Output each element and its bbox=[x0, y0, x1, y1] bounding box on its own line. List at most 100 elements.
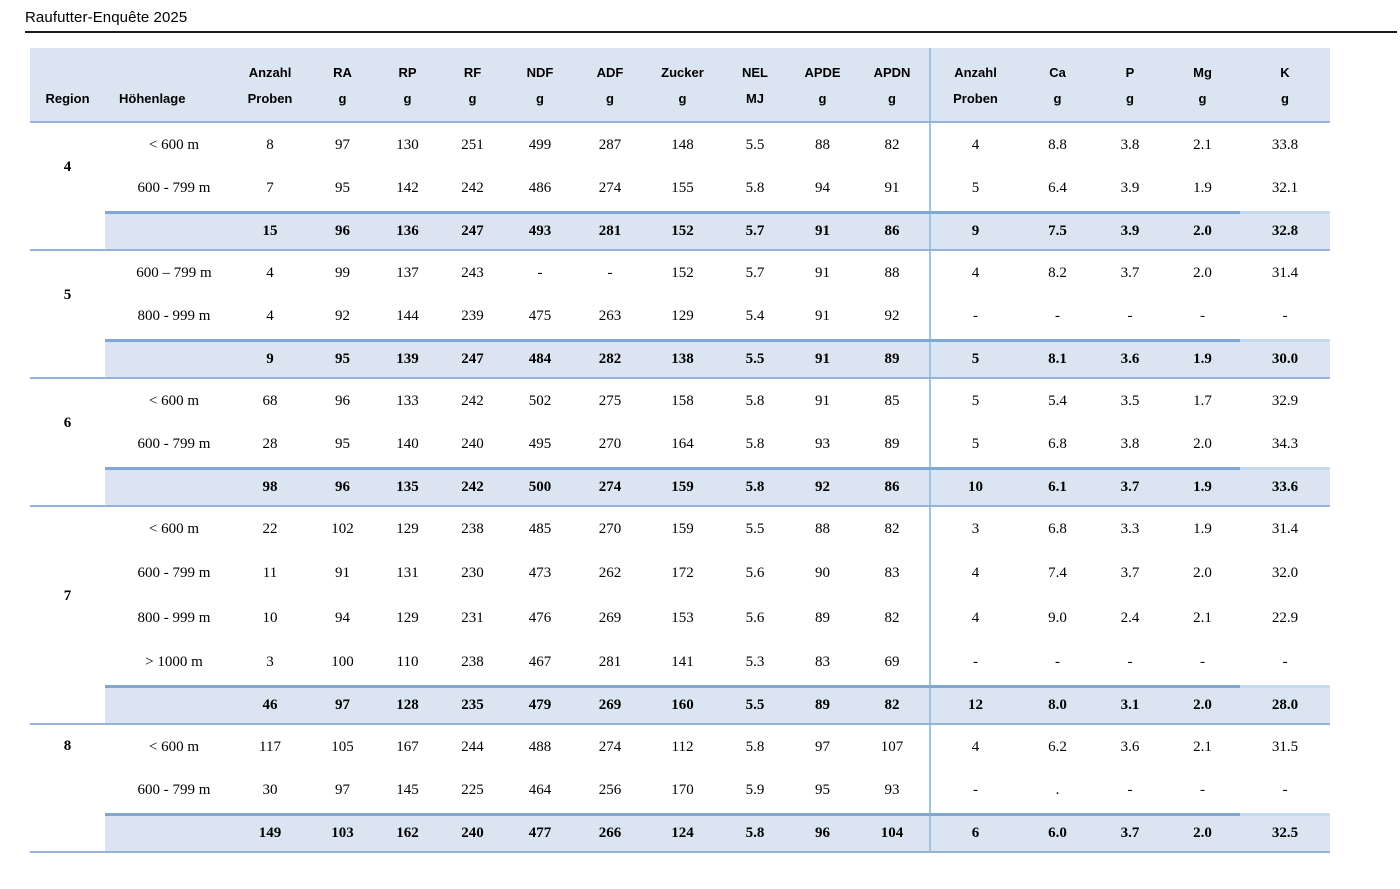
total-value-cell: 28.0 bbox=[1240, 684, 1330, 725]
value-cell: 129 bbox=[396, 520, 419, 537]
value-cell: 82 bbox=[884, 520, 900, 537]
header-line-1: ADF bbox=[596, 65, 624, 80]
value-cell: 89 bbox=[884, 436, 900, 453]
header-line-2: g bbox=[536, 91, 544, 106]
value-cell: 117 bbox=[259, 738, 281, 755]
hoehenlage-cell: > 1000 m bbox=[145, 654, 203, 671]
value-cell: 133 bbox=[396, 392, 419, 409]
hoehenlage-cell: 600 - 799 m bbox=[137, 180, 211, 197]
total-value-cell: 500 bbox=[505, 466, 575, 507]
value-cell: 5.3 bbox=[745, 654, 765, 671]
total-value-cell: 493 bbox=[505, 210, 575, 251]
value-cell: - bbox=[1200, 782, 1205, 799]
value-cell: 485 bbox=[528, 520, 552, 537]
value-cell: - bbox=[1055, 308, 1060, 325]
value-cell: - bbox=[929, 641, 1020, 686]
header-line-2: g bbox=[888, 91, 896, 106]
header-line-1: Zucker bbox=[661, 65, 704, 80]
column-header-anzahl-2: Anzahl Proben bbox=[929, 48, 1020, 123]
total-row-region-6: 98 96 135 242 500 274 159 5.8 92 86 10 6.1 3.7 1.9 33.… bbox=[30, 466, 1330, 507]
table-row-region-6: 6 < 600 m 68 96 133 242 502 275 158 5.8 91 85 5 5.4 3.… bbox=[30, 378, 1330, 431]
value-cell: 262 bbox=[598, 565, 622, 581]
table-row-region-4: 600 - 799 m 7 95 142 242 486 274 155 5.8 94 91 5 6.4… bbox=[30, 167, 1330, 212]
value-cell: 164 bbox=[671, 436, 694, 453]
value-cell: 5.8 bbox=[745, 436, 765, 453]
value-cell: 131 bbox=[396, 565, 419, 581]
total-value-cell: 149 bbox=[230, 812, 310, 853]
value-cell: 152 bbox=[671, 264, 694, 281]
total-value-cell: 3.6 bbox=[1095, 338, 1165, 379]
value-cell: 270 bbox=[598, 436, 622, 453]
value-cell: 32.1 bbox=[1271, 180, 1299, 197]
value-cell: 486 bbox=[528, 180, 552, 197]
total-value-cell: 159 bbox=[645, 466, 720, 507]
value-cell: - bbox=[537, 264, 543, 281]
value-cell: 274 bbox=[598, 180, 622, 197]
header-line-1: P bbox=[1125, 65, 1135, 80]
hoehenlage-cell: < 600 m bbox=[148, 392, 200, 409]
value-cell: 4 bbox=[929, 122, 1020, 167]
value-cell: 9.0 bbox=[1048, 610, 1067, 626]
total-value-cell: 8.1 bbox=[1020, 338, 1095, 379]
column-header-ndf: NDF g bbox=[505, 48, 575, 123]
value-cell: - bbox=[929, 769, 1020, 814]
value-cell: - bbox=[929, 295, 1020, 340]
value-cell: 256 bbox=[598, 782, 622, 799]
value-cell: 88 bbox=[815, 136, 830, 153]
value-cell: 239 bbox=[461, 308, 484, 325]
value-cell: 2.1 bbox=[1193, 610, 1212, 626]
total-value-cell: 12 bbox=[929, 684, 1020, 725]
total-value-cell: 8.0 bbox=[1020, 684, 1095, 725]
value-cell: 5.8 bbox=[745, 180, 765, 197]
table-row-region-7: 600 - 799 m 11 91 131 230 473 262 172 5.6 90 83 4 7.… bbox=[30, 551, 1330, 596]
hoehenlage-cell: 600 - 799 m bbox=[137, 782, 211, 799]
total-value-cell: 2.0 bbox=[1165, 812, 1240, 853]
total-value-cell: 91 bbox=[790, 210, 855, 251]
value-cell: 92 bbox=[335, 308, 350, 325]
header-line-1: Anzahl bbox=[954, 65, 997, 80]
value-cell: 3.7 bbox=[1120, 565, 1140, 581]
value-cell: 4 bbox=[266, 264, 274, 281]
total-value-cell: 5.8 bbox=[720, 466, 790, 507]
value-cell: 105 bbox=[331, 738, 354, 755]
total-value-cell: 128 bbox=[375, 684, 440, 725]
value-cell: 94 bbox=[815, 180, 830, 197]
value-cell: 243 bbox=[461, 264, 484, 281]
value-cell: - bbox=[1127, 782, 1133, 799]
header-line-2: Proben bbox=[247, 91, 293, 106]
total-value-cell: 92 bbox=[790, 466, 855, 507]
hoehenlage-spacer bbox=[105, 466, 230, 507]
value-cell: 3.6 bbox=[1120, 738, 1140, 755]
total-value-cell: 479 bbox=[505, 684, 575, 725]
region-spacer bbox=[30, 468, 105, 507]
total-value-cell: 9 bbox=[929, 210, 1020, 251]
total-value-cell: 124 bbox=[645, 812, 720, 853]
header-line-2: g bbox=[338, 91, 347, 106]
total-value-cell: 86 bbox=[855, 210, 930, 251]
total-value-cell: 96 bbox=[310, 210, 375, 251]
value-cell: 94 bbox=[335, 610, 350, 626]
value-cell: 130 bbox=[396, 136, 419, 153]
value-cell: 91 bbox=[815, 308, 830, 325]
value-cell: 225 bbox=[461, 782, 484, 799]
total-value-cell: 82 bbox=[855, 684, 930, 725]
header-line-1: NDF bbox=[526, 65, 554, 80]
total-value-cell: 5.8 bbox=[720, 812, 790, 853]
value-cell: 22 bbox=[262, 520, 278, 537]
hoehenlage-cell: 600 – 799 m bbox=[136, 264, 212, 281]
total-row-region-8: 149 103 162 240 477 266 124 5.8 96 104 6 6.0 3.7 2.0 3… bbox=[30, 812, 1330, 853]
header-line-1: NEL bbox=[742, 65, 768, 80]
total-value-cell: 33.6 bbox=[1240, 466, 1330, 507]
total-value-cell: 281 bbox=[575, 210, 645, 251]
total-value-cell: 274 bbox=[575, 466, 645, 507]
value-cell: - bbox=[1282, 308, 1288, 325]
region-label: 8 bbox=[63, 738, 72, 754]
hoehenlage-spacer bbox=[105, 338, 230, 379]
total-value-cell: 89 bbox=[855, 338, 930, 379]
value-cell: 158 bbox=[671, 392, 694, 409]
value-cell: 82 bbox=[884, 610, 900, 626]
header-row: Region Höhenlage Anzahl Proben RA g RP g RF g NDF g… bbox=[30, 48, 1330, 123]
total-value-cell: 2.0 bbox=[1165, 684, 1240, 725]
